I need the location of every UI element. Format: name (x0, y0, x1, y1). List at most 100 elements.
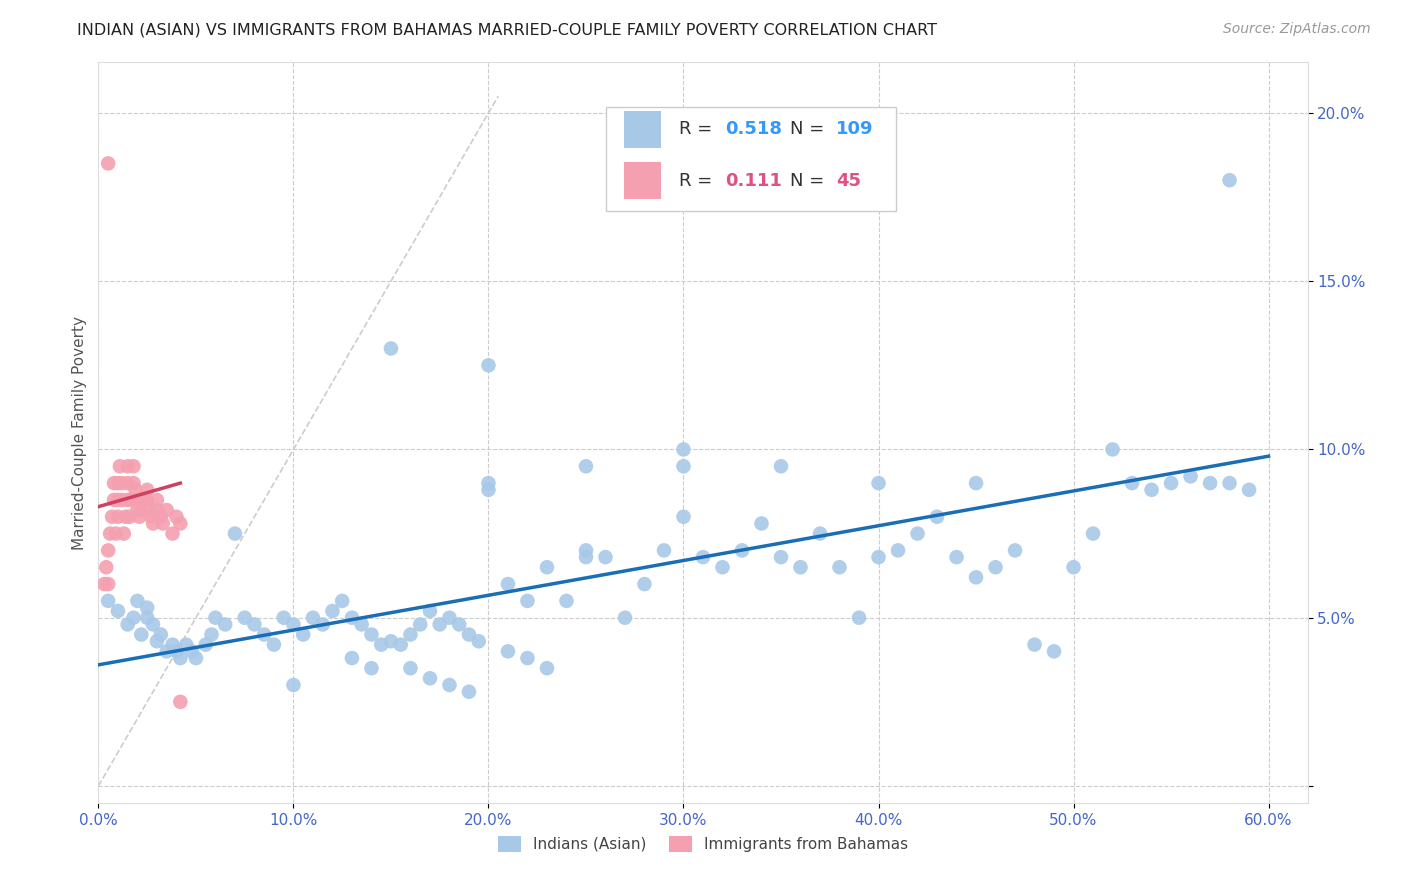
Point (769, 550, 792, 565)
Point (117, 492, 139, 507)
Point (131, 503, 153, 517)
Point (194, 638, 217, 652)
Point (127, 492, 149, 507)
Point (233, 610, 256, 624)
Point (107, 604, 129, 618)
Point (169, 516, 191, 531)
Y-axis label: Married-Couple Family Poverty: Married-Couple Family Poverty (72, 316, 87, 549)
Point (149, 509, 172, 524)
Legend: Indians (Asian), Immigrants from Bahamas: Indians (Asian), Immigrants from Bahamas (492, 830, 914, 858)
Point (124, 483, 146, 497)
Point (672, 442, 695, 457)
Point (162, 638, 184, 652)
Point (477, 476, 499, 491)
Point (214, 617, 236, 632)
Point (1140, 483, 1163, 497)
Point (965, 570, 987, 584)
Point (672, 509, 695, 524)
Point (1180, 469, 1202, 483)
Point (142, 617, 165, 632)
Point (121, 492, 143, 507)
Point (111, 476, 134, 491)
Point (127, 503, 149, 517)
Point (104, 526, 127, 541)
Point (165, 509, 187, 524)
Point (808, 526, 831, 541)
Point (243, 617, 266, 632)
FancyBboxPatch shape (624, 162, 661, 200)
Point (1043, 644, 1066, 658)
Point (868, 476, 890, 491)
Point (107, 492, 129, 507)
Point (399, 627, 422, 641)
Point (868, 550, 890, 565)
Point (458, 627, 481, 641)
Point (516, 651, 538, 665)
Point (652, 543, 675, 558)
Point (107, 476, 129, 491)
Point (380, 634, 402, 648)
Point (96, 560, 118, 574)
Point (439, 610, 461, 624)
Text: R =: R = (679, 120, 718, 138)
Point (200, 627, 222, 641)
Text: 0.518: 0.518 (724, 120, 782, 138)
Point (429, 617, 451, 632)
Point (117, 476, 139, 491)
Point (112, 526, 135, 541)
Point (139, 509, 162, 524)
Point (595, 550, 617, 565)
Point (117, 459, 139, 474)
Point (984, 560, 1007, 574)
Point (122, 476, 145, 491)
Point (536, 560, 558, 574)
Point (273, 610, 295, 624)
FancyBboxPatch shape (606, 107, 897, 211)
Point (1160, 476, 1182, 491)
Point (97, 156, 120, 170)
Point (302, 610, 325, 624)
Point (283, 678, 305, 692)
Point (692, 550, 714, 565)
FancyBboxPatch shape (624, 111, 661, 147)
Point (165, 644, 187, 658)
Point (136, 492, 159, 507)
Point (292, 627, 315, 641)
Point (380, 342, 402, 356)
Point (907, 526, 929, 541)
Point (360, 627, 382, 641)
Point (496, 577, 519, 591)
Point (419, 671, 441, 685)
Point (419, 604, 441, 618)
Point (132, 492, 155, 507)
Point (350, 617, 373, 632)
Point (111, 492, 134, 507)
Point (101, 509, 124, 524)
Point (253, 627, 276, 641)
Point (131, 627, 153, 641)
Point (848, 610, 870, 624)
Point (340, 651, 363, 665)
Point (439, 678, 461, 692)
Point (751, 516, 773, 531)
Point (181, 644, 204, 658)
Point (330, 594, 353, 608)
Point (128, 509, 150, 524)
Point (575, 459, 598, 474)
Point (122, 610, 145, 624)
Point (340, 610, 363, 624)
Text: N =: N = (790, 172, 830, 190)
Point (146, 503, 169, 517)
Point (1121, 476, 1143, 491)
Point (360, 661, 382, 675)
Text: 45: 45 (837, 172, 860, 190)
Point (1081, 526, 1104, 541)
Point (118, 509, 141, 524)
Point (263, 638, 285, 652)
Point (103, 492, 125, 507)
Point (1219, 476, 1241, 491)
Point (312, 617, 335, 632)
Text: 0.111: 0.111 (724, 172, 782, 190)
Point (614, 610, 637, 624)
Point (93, 577, 115, 591)
